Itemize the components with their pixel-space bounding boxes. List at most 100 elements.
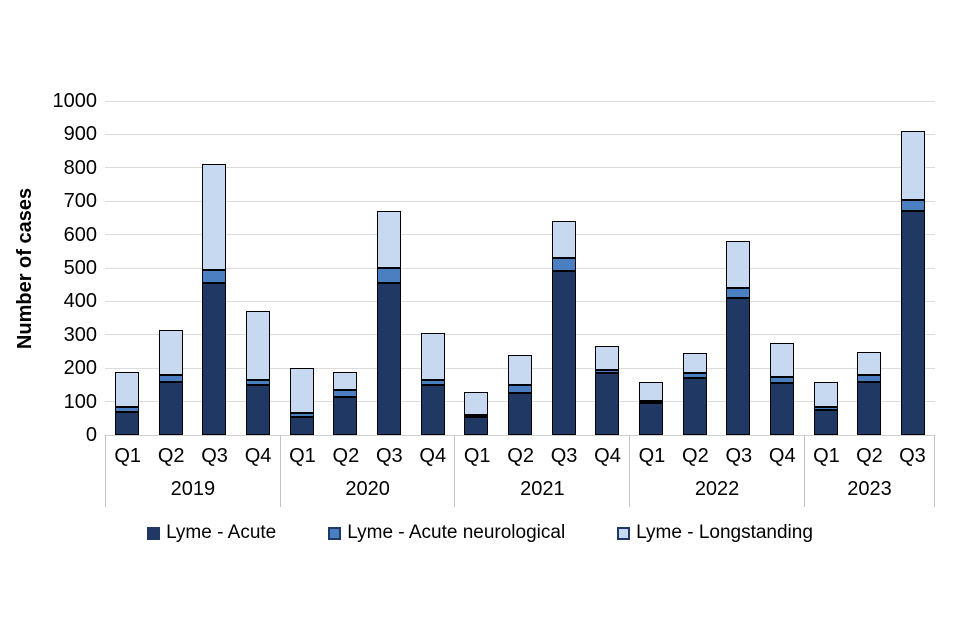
y-tick-label: 900 [63, 123, 97, 146]
legend-label: Lyme - Acute [166, 522, 277, 543]
x-axis-group-2019: Q1 Q2 Q3 Q4 2019 [105, 435, 280, 507]
bar-segment-2022-q4-s0 [770, 383, 795, 435]
legend-swatch-icon [328, 526, 342, 540]
bar-segment-2021-q2-s1 [508, 384, 532, 394]
quarter-label: Q2 [157, 445, 185, 467]
y-tick-label: 800 [63, 156, 97, 179]
year-label: 2022 [694, 478, 740, 500]
bar-segment-2020-q2-s2 [333, 371, 358, 390]
bar-segment-2023-q1-s1 [813, 406, 838, 410]
y-tick-label: 300 [63, 323, 97, 346]
x-axis-group-2023: Q1 Q2 Q3 2023 [803, 435, 935, 507]
y-tick-label: 700 [63, 190, 97, 213]
y-tick-label: 100 [63, 390, 97, 413]
quarter-label: Q2 [507, 445, 534, 467]
bar-segment-2020-q4-s0 [420, 384, 445, 435]
bar-segment-2021-q3-s1 [551, 257, 576, 272]
bar-segment-2022-q2-s2 [682, 353, 707, 374]
gridline [105, 200, 935, 202]
bar-segment-2022-q2-s1 [682, 373, 707, 379]
quarter-label: Q4 [244, 445, 272, 467]
legend-swatch-icon [617, 526, 631, 540]
bar-segment-2023-q3-s0 [901, 211, 926, 435]
legend-label: Lyme - Acute neurological [347, 522, 566, 543]
bar-segment-2021-q4-s2 [595, 346, 620, 370]
bar-segment-2022-q4-s2 [770, 343, 795, 377]
gridline [105, 267, 935, 269]
bar-segment-2022-q1-s1 [639, 400, 664, 404]
bar-segment-2020-q1-s0 [289, 416, 314, 435]
gridline [105, 100, 935, 102]
quarter-label: Q2 [682, 445, 709, 467]
bar-segment-2019-q4-s1 [245, 379, 270, 385]
y-axis-title: Number of cases [14, 187, 37, 349]
bar-segment-2020-q4-s1 [420, 379, 445, 385]
bar-segment-2019-q4-s0 [245, 384, 270, 435]
bar-segment-2023-q1-s2 [813, 381, 838, 407]
year-label: 2021 [520, 478, 565, 500]
bar-segment-2023-q2-s2 [857, 351, 882, 375]
quarter-label: Q4 [594, 445, 621, 467]
gridline [105, 434, 935, 436]
bar-segment-2021-q1-s2 [464, 391, 489, 415]
gridline [105, 300, 935, 302]
quarter-label: Q3 [725, 445, 753, 467]
quarter-label: Q1 [289, 445, 316, 467]
y-tick-label: 400 [63, 290, 97, 313]
bar-segment-2021-q1-s0 [464, 416, 489, 435]
bar-segment-2023-q3-s1 [901, 199, 926, 212]
bar-segment-2022-q3-s1 [726, 288, 751, 299]
y-tick-label: 200 [63, 357, 97, 380]
bar-segment-2023-q3-s2 [901, 131, 926, 200]
y-tick-label: 600 [63, 223, 97, 246]
quarter-label-row: Q1 Q2 Q3 Q4 [106, 435, 280, 468]
gridline [105, 334, 935, 336]
bar-segment-2020-q2-s0 [333, 396, 358, 435]
bar-segment-2020-q3-s0 [376, 283, 401, 435]
quarter-label: Q3 [201, 445, 228, 467]
bar-segment-2019-q3-s0 [202, 283, 227, 435]
bar-segment-2019-q2-s1 [158, 374, 183, 382]
bar-segment-2023-q1-s0 [813, 409, 838, 435]
year-label: 2023 [847, 478, 892, 500]
bar-segment-2023-q2-s1 [857, 374, 882, 382]
gridline [105, 133, 935, 135]
year-label: 2019 [170, 478, 216, 500]
bar-segment-2021-q3-s2 [551, 221, 576, 258]
legend-label: Lyme - Longstanding [636, 522, 813, 543]
bar-segment-2019-q1-s0 [114, 411, 139, 435]
y-tick-label: 1000 [52, 90, 98, 112]
bar-segment-2020-q3-s2 [376, 211, 401, 268]
legend-swatch-icon [147, 526, 161, 540]
x-axis-group-2021: Q1 Q2 Q3 Q4 2021 [454, 435, 629, 507]
bar-segment-2020-q1-s2 [289, 368, 314, 414]
bar-segment-2019-q1-s2 [114, 371, 139, 407]
quarter-label: Q1 [638, 445, 666, 467]
bar-segment-2021-q1-s1 [464, 414, 489, 417]
quarter-label: Q2 [856, 445, 883, 467]
legend-item-lyme-longstanding: Lyme - Longstanding [617, 522, 813, 544]
quarter-label-row: Q1 Q2 Q3 Q4 [281, 435, 455, 468]
bar-segment-2022-q2-s0 [682, 378, 707, 435]
y-tick-label: 0 [85, 424, 97, 446]
plot-area [105, 100, 935, 436]
quarter-label: Q1 [463, 445, 491, 467]
quarter-label: Q4 [419, 445, 447, 467]
bar-segment-2019-q2-s2 [158, 329, 183, 375]
bar-segment-2020-q3-s1 [376, 268, 401, 284]
quarter-label-row: Q1 Q2 Q3 Q4 [455, 435, 629, 468]
bar-segment-2021-q2-s0 [508, 393, 532, 435]
quarter-label: Q1 [114, 445, 142, 467]
quarter-label: Q3 [899, 445, 926, 467]
bar-segment-2019-q2-s0 [158, 381, 183, 435]
quarter-label: Q2 [332, 445, 360, 467]
quarter-label-row: Q1 Q2 Q3 Q4 [630, 435, 804, 468]
bar-segment-2022-q4-s1 [770, 376, 795, 384]
bar-segment-2019-q4-s2 [245, 311, 270, 380]
bar-segment-2019-q3-s2 [202, 164, 227, 270]
legend: Lyme - Acute Lyme - Acute neurological Lym… [0, 522, 960, 544]
bar-segment-2019-q3-s1 [202, 269, 227, 284]
gridline [105, 167, 935, 169]
bar-segment-2022-q3-s0 [726, 298, 751, 435]
